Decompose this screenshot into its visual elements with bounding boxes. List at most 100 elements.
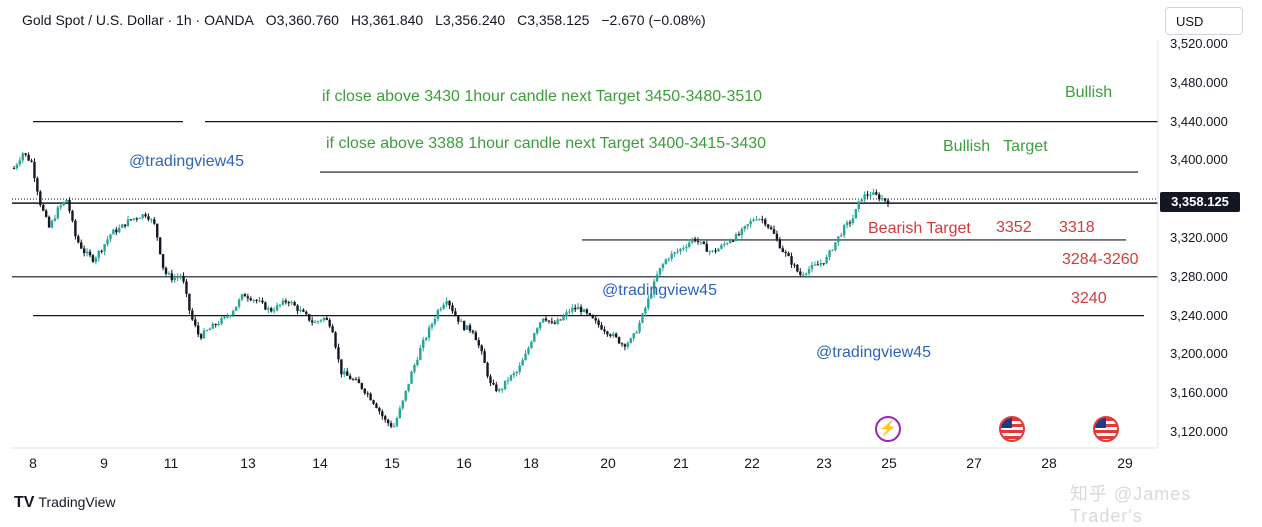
candle-body — [778, 239, 782, 249]
price-tick-label: 3,320.000 — [1170, 230, 1228, 245]
candle-body — [790, 256, 793, 265]
candle-body — [287, 302, 290, 304]
candle-body — [474, 332, 478, 341]
candle-body — [42, 205, 45, 211]
time-tick-label: 29 — [1117, 455, 1133, 471]
candle-body — [512, 373, 516, 376]
candle-body — [39, 191, 42, 206]
candle-body — [267, 308, 270, 310]
candle-body — [252, 299, 255, 301]
candle-body — [679, 248, 682, 252]
candle-body — [290, 302, 293, 304]
candle-body — [413, 365, 416, 372]
candle-body — [170, 273, 174, 281]
candle-body — [825, 256, 828, 264]
candle-body — [614, 333, 618, 338]
candle-body — [734, 234, 738, 241]
candle-body — [416, 359, 419, 366]
annotation-bearish-target: Bearish Target — [868, 220, 971, 237]
price-tick-label: 3,440.000 — [1170, 113, 1228, 129]
candle-body — [366, 393, 369, 395]
tradingview-logo[interactable]: TV TradingView — [14, 494, 116, 512]
candle-body — [705, 243, 708, 252]
candle-body — [594, 318, 597, 321]
candle-body — [179, 275, 182, 277]
time-tick-label: 22 — [744, 455, 760, 471]
candle-body — [451, 305, 454, 312]
candle-body — [609, 334, 612, 337]
candle-body — [62, 201, 65, 206]
candle-body — [667, 258, 670, 260]
candle-body — [547, 320, 551, 322]
candle-body — [363, 388, 366, 394]
candle-body — [153, 219, 156, 224]
lightning-event-icon[interactable]: ⚡ — [875, 416, 901, 442]
candle-body — [702, 241, 706, 244]
candle-body — [343, 371, 346, 375]
candle-body — [755, 219, 758, 221]
candle-body — [454, 311, 457, 317]
candle-body — [758, 219, 761, 221]
candle-body — [740, 228, 744, 236]
candle-body — [74, 220, 77, 237]
price-tick-label: 3,520.000 — [1170, 36, 1228, 51]
annotation-bull-line1: if close above 3430 1hour candle next Ta… — [322, 88, 763, 105]
currency-button[interactable]: USD — [1165, 7, 1243, 35]
candle-body — [600, 325, 603, 330]
candle-body — [410, 371, 413, 384]
candle-body — [863, 194, 866, 200]
candle-body — [506, 380, 510, 382]
candle-body — [477, 340, 480, 346]
candle-body — [664, 259, 668, 265]
candle-body — [807, 268, 811, 274]
candle-body — [398, 408, 402, 419]
candle-body — [641, 313, 644, 323]
candle-body — [828, 250, 831, 257]
candle-body — [685, 246, 688, 249]
candle-body — [237, 299, 241, 307]
candle-body — [229, 315, 232, 317]
candle-body — [112, 229, 115, 235]
candle-body — [752, 219, 755, 222]
candle-body — [571, 307, 574, 312]
candle-body — [784, 251, 787, 254]
candle-body — [793, 264, 796, 266]
price-tick-label: 3,240.000 — [1170, 307, 1228, 323]
symbol-header: Gold Spot / U.S. Dollar · 1h · OANDA O3,… — [22, 12, 714, 28]
candle-body — [404, 390, 407, 401]
candle-body — [632, 333, 635, 339]
time-tick-label: 14 — [312, 455, 328, 471]
time-tick-label: 11 — [163, 455, 179, 471]
candle-body — [18, 160, 22, 165]
candle-body — [612, 333, 615, 337]
price-tick-label: 3,200.000 — [1170, 346, 1228, 362]
us-flag-event-icon[interactable] — [999, 416, 1025, 442]
candle-body — [495, 384, 498, 392]
candle-body — [36, 178, 39, 192]
candle-body — [597, 320, 600, 326]
candle-body — [21, 153, 24, 161]
candle-body — [118, 227, 121, 233]
candle-body — [211, 323, 214, 329]
candle-body — [182, 275, 185, 282]
candle-body — [737, 234, 741, 236]
candle-body — [498, 389, 501, 392]
candle-body — [559, 319, 562, 321]
candle-body — [650, 294, 653, 299]
candle-body — [670, 253, 673, 259]
candle-body — [845, 222, 849, 226]
us-flag-event-icon[interactable] — [1093, 416, 1119, 442]
candle-body — [591, 314, 594, 319]
candle-body — [851, 218, 855, 223]
candle-body — [445, 301, 448, 305]
candle-body — [340, 359, 343, 375]
candle-body — [161, 254, 165, 268]
candle-body — [264, 302, 267, 310]
candle-body — [325, 317, 328, 320]
candle-body — [346, 371, 349, 376]
candle-body — [144, 214, 147, 217]
annotation-bullish: Bullish — [1065, 84, 1113, 101]
candle-body — [348, 375, 352, 380]
candle-body — [319, 320, 323, 322]
